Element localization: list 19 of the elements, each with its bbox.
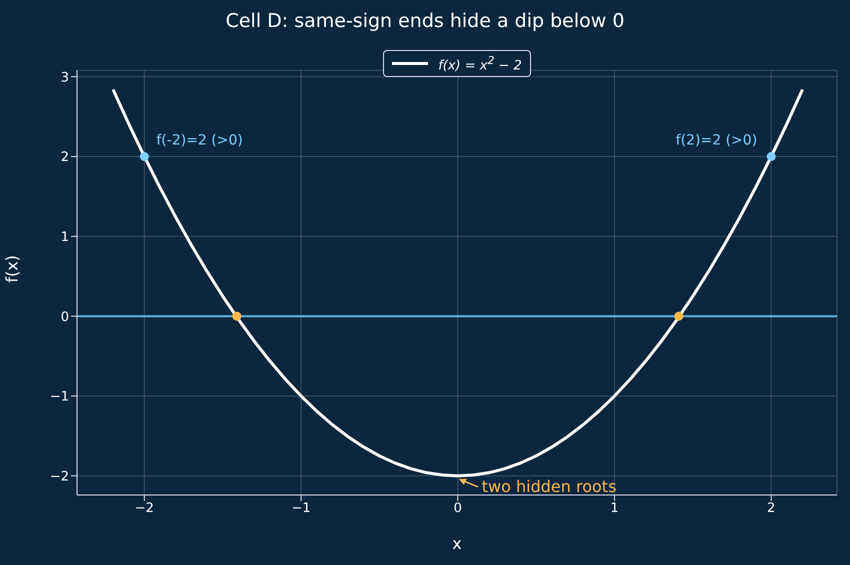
chart-title: Cell D: same-sign ends hide a dip below 0 bbox=[224, 10, 626, 32]
annotation: two hidden roots bbox=[482, 476, 616, 496]
y-tick-label: 0 bbox=[60, 310, 69, 325]
y-axis-title: f(x) bbox=[2, 255, 22, 283]
x-tick-label: 0 bbox=[454, 501, 462, 516]
y-tick-label: 3 bbox=[60, 70, 69, 86]
annotation: f(2)=2 (>0) bbox=[676, 132, 758, 149]
annotation: f(-2)=2 (>0) bbox=[156, 132, 243, 149]
y-tick-label: 2 bbox=[60, 150, 69, 166]
y-tick-label: 1 bbox=[60, 230, 69, 245]
x-axis-title: x bbox=[452, 534, 462, 553]
line-series bbox=[112, 88, 804, 478]
x-tick-label: 2 bbox=[767, 501, 776, 516]
y-tick-label: −1 bbox=[50, 390, 69, 405]
x-tick-label: −2 bbox=[134, 501, 154, 516]
y-tick-label: −2 bbox=[50, 469, 69, 484]
x-tick-label: 1 bbox=[610, 501, 619, 516]
x-tick-label: −1 bbox=[291, 501, 311, 516]
legend-label: f(x) = x$^{2}$ − 2 bbox=[438, 54, 522, 74]
